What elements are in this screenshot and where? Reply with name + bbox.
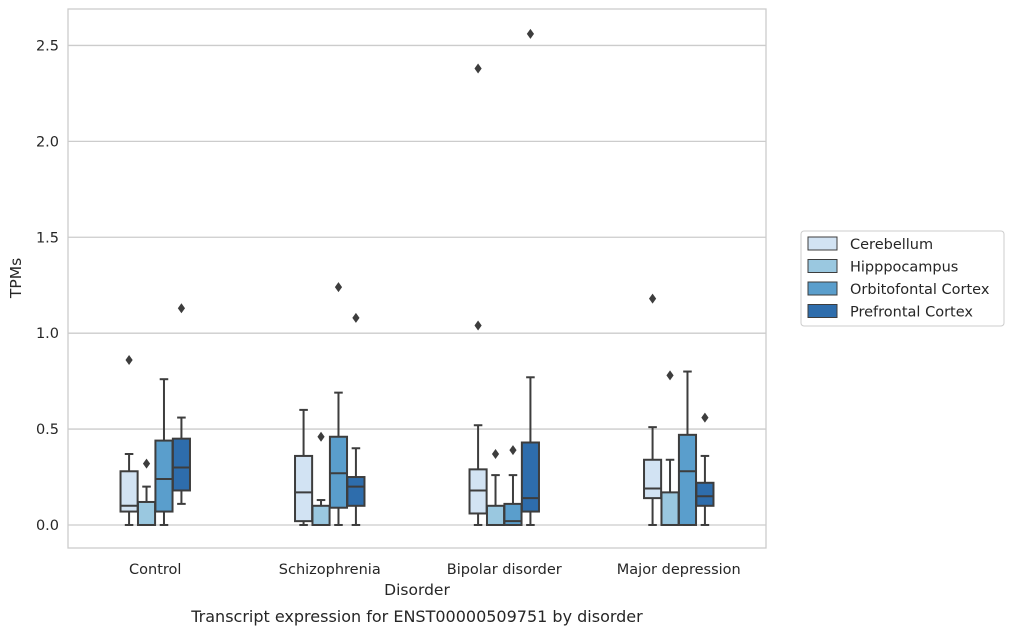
- legend-swatch: [807, 304, 838, 318]
- outlier-point: [474, 63, 482, 74]
- x-tick-label: Schizophrenia: [279, 562, 381, 578]
- legend-swatch: [807, 281, 838, 296]
- box-hipppocampus: [136, 458, 157, 526]
- plot-frame: [67, 8, 767, 549]
- box-body: [520, 441, 540, 513]
- box-body: [311, 504, 331, 526]
- y-tick-label: 2.5: [36, 38, 59, 54]
- outlier-point: [317, 431, 325, 442]
- outlier-point: [701, 412, 709, 423]
- box-cerebellum: [468, 63, 488, 526]
- x-tick-label: Bipolar disorder: [447, 562, 562, 578]
- y-tick-label: 0.5: [36, 422, 59, 438]
- box-body: [171, 437, 191, 492]
- box-cerebellum: [643, 293, 663, 526]
- box-body: [643, 458, 663, 500]
- outlier-point: [352, 312, 360, 323]
- box-prefrontal-cortex: [520, 28, 540, 526]
- y-axis-label: TPMs: [7, 258, 25, 299]
- legend-label: Prefrontal Cortex: [850, 305, 973, 321]
- outlier-point: [125, 355, 133, 366]
- x-axis-label: Disorder: [384, 581, 450, 599]
- grid-lines: [68, 44, 766, 526]
- box-body: [485, 504, 506, 526]
- box-body: [136, 500, 157, 526]
- outlier-point: [491, 449, 500, 460]
- box-prefrontal-cortex: [695, 412, 715, 526]
- box-body: [119, 470, 139, 513]
- box-orbitofontal-cortex: [503, 445, 523, 526]
- outlier-point: [474, 320, 482, 331]
- box-cerebellum: [294, 408, 314, 526]
- chart-caption: Transcript expression for ENST0000050975…: [190, 607, 643, 626]
- outlier-point: [666, 370, 674, 381]
- outlier-point: [334, 282, 343, 293]
- box-orbitofontal-cortex: [677, 370, 698, 526]
- legend-frame: [800, 230, 1005, 327]
- outlier-point: [648, 293, 657, 304]
- legend-swatch: [807, 236, 838, 251]
- y-tick-label: 1.5: [36, 230, 59, 246]
- box-prefrontal-cortex: [346, 312, 366, 526]
- box-orbitofontal-cortex: [328, 282, 349, 526]
- box-hipppocampus: [311, 431, 331, 526]
- x-tick-label: Control: [129, 562, 181, 578]
- outlier-point: [509, 445, 517, 456]
- legend-label: Orbitofontal Cortex: [850, 282, 990, 298]
- box-orbitofontal-cortex: [154, 378, 174, 526]
- box-body: [154, 439, 174, 513]
- boxes: [119, 28, 715, 526]
- y-tick-label: 1.0: [36, 326, 59, 342]
- box-prefrontal-cortex: [171, 303, 191, 505]
- box-body: [677, 433, 698, 526]
- box-body: [294, 454, 314, 523]
- legend-label: Cerebellum: [850, 237, 933, 253]
- legend-swatch: [807, 259, 838, 273]
- box-body: [660, 491, 680, 526]
- y-tick-labels: 0.0 0.5 1.0 1.5 2.0 2.5: [36, 38, 59, 534]
- outlier-point: [177, 303, 186, 314]
- outlier-point: [142, 458, 151, 469]
- box-hipppocampus: [660, 370, 680, 526]
- box-cerebellum: [119, 355, 139, 526]
- outlier-point: [526, 28, 535, 39]
- y-tick-label: 2.0: [36, 134, 59, 150]
- x-tick-label: Major depression: [617, 562, 741, 578]
- box-body: [695, 481, 715, 507]
- box-body: [503, 502, 523, 526]
- legend: Cerebellum Hipppocampus Orbitofontal Corte…: [800, 230, 1005, 327]
- box-body: [346, 476, 366, 507]
- legend-label: Hipppocampus: [850, 260, 958, 276]
- x-tick-labels: Control Schizophrenia Bipolar disorder Majo…: [129, 562, 741, 578]
- y-tick-label: 0.0: [36, 518, 59, 534]
